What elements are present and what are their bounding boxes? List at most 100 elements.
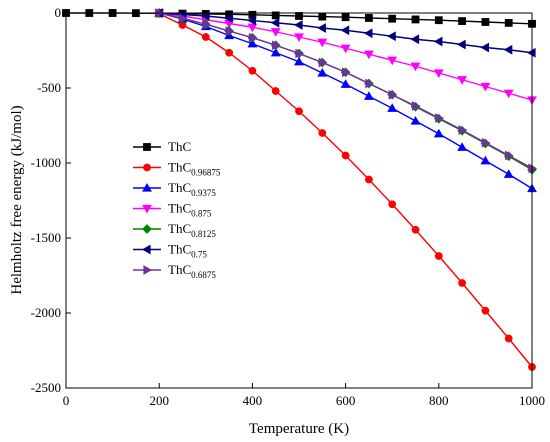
y-tick-label: -2000: [31, 305, 61, 320]
legend-label-subscript: 0.75: [191, 250, 207, 260]
data-point: [480, 42, 490, 53]
data-point: [435, 113, 444, 123]
y-axis-label: Helmholtz free energy (kJ/mol): [9, 105, 25, 294]
data-point: [247, 23, 258, 33]
data-point: [247, 15, 256, 26]
data-point: [341, 151, 350, 160]
data-point: [411, 101, 421, 111]
legend-marker: [143, 265, 153, 275]
legend-label: ThC0.9375: [168, 180, 216, 198]
data-point: [363, 91, 374, 100]
legend-label-base: ThC: [168, 221, 191, 236]
y-axis-ticks: 0 -500 -1000 -1500 -2000 -2500: [31, 5, 71, 395]
data-point: [248, 32, 258, 43]
legend-marker: [143, 163, 151, 172]
data-point: [340, 25, 350, 36]
legend-label-subscript: 0.9375: [191, 188, 216, 198]
data-point: [202, 19, 211, 30]
data-point: [225, 48, 233, 57]
data-point: [388, 14, 397, 23]
data-point: [200, 11, 210, 21]
data-point: [387, 103, 398, 112]
x-tick-label: 1000: [519, 393, 545, 408]
data-point: [178, 13, 188, 24]
data-point: [317, 23, 326, 33]
x-tick-label: 200: [149, 393, 169, 408]
legend-item: ThC0.75: [133, 242, 207, 260]
data-point: [272, 40, 281, 51]
legend-label: ThC: [168, 139, 191, 154]
legend-item: ThC0.875: [133, 201, 212, 219]
legend-marker: [141, 244, 151, 255]
data-point: [504, 18, 513, 27]
plot-series: [62, 7, 538, 371]
legend-item: ThC0.9375: [133, 180, 216, 198]
legend-item: ThC0.8125: [133, 221, 216, 239]
legend-marker: [142, 224, 152, 234]
data-point: [387, 31, 396, 42]
x-tick-label: 600: [336, 393, 356, 408]
data-point: [224, 13, 233, 24]
data-point: [318, 57, 328, 68]
x-tick-label: 800: [429, 393, 449, 408]
data-point: [503, 44, 513, 55]
data-point: [481, 18, 490, 26]
series-0_9375: [154, 7, 537, 193]
data-point: [481, 306, 490, 315]
y-tick-label: -1500: [31, 230, 61, 245]
data-point: [270, 17, 280, 28]
data-point: [317, 67, 328, 77]
legend-marker: [142, 204, 152, 214]
data-point: [364, 14, 373, 22]
legend: ThCThC0.96875ThC0.9375ThC0.875ThC0.8125T…: [133, 139, 221, 280]
data-point: [457, 39, 466, 50]
data-point: [388, 200, 397, 209]
data-point: [270, 47, 281, 57]
data-point: [458, 125, 468, 135]
data-point: [411, 225, 420, 234]
series-0_6875: [155, 8, 538, 174]
legend-marker: [143, 143, 151, 151]
data-point: [365, 78, 374, 89]
legend-label: ThC0.875: [168, 201, 212, 219]
data-point: [317, 38, 328, 48]
legend-item: ThC0.6875: [133, 262, 216, 280]
legend-label-base: ThC: [168, 262, 191, 277]
legend-label-base: ThC: [168, 160, 191, 175]
x-axis-ticks: 0 200 400 600 800 1000: [63, 383, 545, 408]
data-point: [433, 36, 443, 47]
legend-label-subscript: 0.875: [191, 209, 212, 219]
data-point: [411, 15, 420, 24]
data-point: [481, 137, 491, 148]
data-point: [341, 13, 350, 22]
y-tick-label: 0: [55, 5, 62, 20]
legend-label-subscript: 0.96875: [191, 168, 221, 178]
data-point: [341, 67, 351, 78]
legend-label: ThC0.96875: [168, 160, 221, 178]
data-point: [293, 20, 303, 30]
data-point: [433, 69, 444, 79]
data-point: [225, 26, 235, 36]
data-point: [503, 169, 514, 178]
legend-label: ThC0.75: [168, 242, 207, 260]
legend-label: ThC0.8125: [168, 221, 216, 239]
data-point: [458, 279, 466, 287]
data-point: [318, 12, 327, 21]
data-point: [458, 17, 466, 25]
legend-label: ThC0.6875: [168, 262, 216, 280]
data-point: [295, 107, 303, 116]
series-0_875: [154, 9, 537, 106]
data-point: [457, 142, 468, 151]
data-point: [434, 16, 443, 25]
data-point: [480, 82, 491, 92]
data-point: [433, 128, 444, 138]
data-point: [457, 76, 468, 85]
legend-marker: [142, 182, 152, 192]
legend-item: ThC: [133, 139, 191, 154]
legend-label-base: ThC: [168, 242, 191, 257]
data-point: [480, 155, 491, 165]
data-point: [410, 62, 421, 72]
data-point: [387, 56, 398, 66]
data-point: [295, 12, 303, 20]
